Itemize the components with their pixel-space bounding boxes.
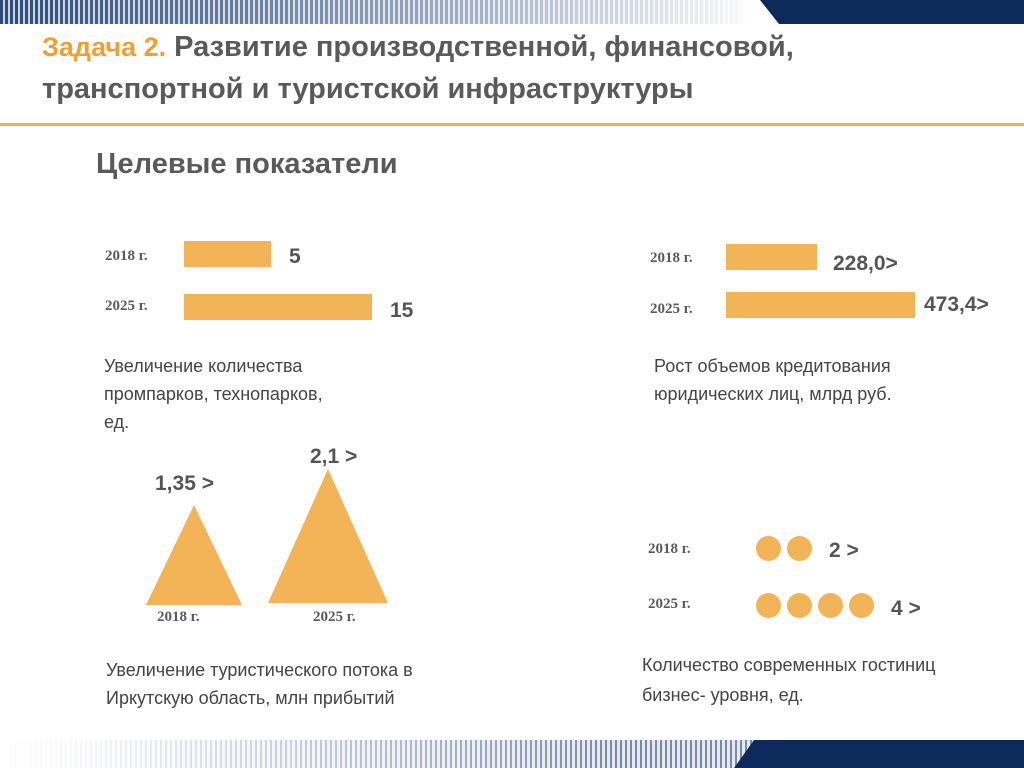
parks-year-2025: 2025 г. <box>105 298 148 314</box>
title-line-1: Развитие производственной, финансовой, <box>166 31 794 63</box>
credit-value-2025: 473,4> <box>924 293 989 316</box>
tourism-triangle-2025 <box>268 469 388 603</box>
hotels-description: Количество современных гостиниц бизнес- … <box>642 650 1012 710</box>
hotel-dot <box>818 593 843 618</box>
credit-bar-2025 <box>726 292 915 318</box>
credit-bar-2018 <box>726 244 817 270</box>
parks-bar-2025 <box>184 294 372 320</box>
parks-value-2018: 5 <box>289 245 301 268</box>
hotels-year-2025: 2025 г. <box>648 596 691 612</box>
credit-value-2018: 228,0> <box>833 252 898 275</box>
tourism-description-line: Увеличение туристического потока в <box>106 660 413 680</box>
parks-description-line: промпарков, технопарков, <box>104 384 323 404</box>
tourism-year-2018: 2018 г. <box>157 609 200 625</box>
tourism-description-line: Иркутскую область, млн прибытий <box>106 688 395 708</box>
tourism-description: Увеличение туристического потока в Иркут… <box>106 656 526 712</box>
slide-title: Задача 2. Развитие производственной, фин… <box>42 26 942 110</box>
credit-description-line: Рост объемов кредитования <box>654 356 891 376</box>
tourism-year-2025: 2025 г. <box>313 609 356 625</box>
credit-year-2025: 2025 г. <box>650 301 693 317</box>
parks-description: Увеличение количества промпарков, техноп… <box>104 352 404 436</box>
hotel-dot <box>787 593 812 618</box>
parks-description-line: ед. <box>104 412 130 432</box>
title-line-2: транспортной и туристской инфраструктуры <box>42 73 694 105</box>
parks-bar-2018 <box>184 241 271 267</box>
credit-year-2018: 2018 г. <box>650 250 693 266</box>
hotels-dots-2025 <box>756 593 874 618</box>
credit-description-line: юридических лиц, млрд руб. <box>654 384 892 404</box>
hotels-description-line: бизнес- уровня, ед. <box>642 685 804 705</box>
tourism-value-2025: 2,1 > <box>310 445 358 468</box>
hotels-year-2018: 2018 г. <box>648 541 691 557</box>
parks-description-line: Увеличение количества <box>104 356 303 376</box>
parks-value-2025: 15 <box>390 299 414 322</box>
parks-year-2018: 2018 г. <box>105 248 148 264</box>
hotel-dot <box>756 536 781 561</box>
top-decor-navy-block <box>760 0 1024 24</box>
bottom-decor-navy-block <box>734 740 1024 768</box>
task-label: Задача 2. <box>42 32 167 62</box>
hotels-value-2018: 2 > <box>829 539 859 562</box>
tourism-value-2018: 1,35 > <box>155 472 214 495</box>
title-divider <box>0 123 1024 126</box>
hotel-dot <box>849 593 874 618</box>
hotels-value-2025: 4 > <box>891 597 921 620</box>
section-subtitle: Целевые показатели <box>96 148 398 180</box>
hotel-dot <box>787 536 812 561</box>
tourism-triangle-2018 <box>146 505 242 605</box>
hotels-dots-2018 <box>756 536 812 561</box>
credit-description: Рост объемов кредитования юридических ли… <box>654 352 974 408</box>
hotel-dot <box>756 593 781 618</box>
hotels-description-line: Количество современных гостиниц <box>642 655 936 675</box>
